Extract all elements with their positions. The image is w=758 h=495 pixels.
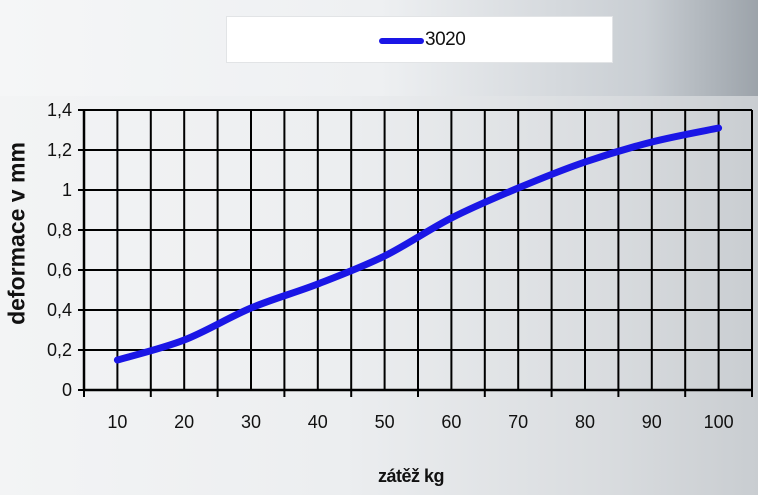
legend-label: 3020 <box>425 29 466 50</box>
x-axis-label: zátěž kg <box>377 466 445 486</box>
y-tick-label: 0,8 <box>47 220 72 240</box>
y-tick-label: 0,2 <box>47 340 72 360</box>
y-tick-label: 0 <box>62 380 72 400</box>
x-tick-label: 90 <box>642 412 662 432</box>
y-tick-label: 1,4 <box>47 100 72 120</box>
legend: 3020 <box>226 16 613 63</box>
series-line-3020 <box>113 124 723 364</box>
y-tick-label: 0,4 <box>47 300 72 320</box>
x-ticks: 10 20 30 40 50 60 70 80 90 100 <box>107 412 733 432</box>
x-tick-label: 30 <box>241 412 261 432</box>
x-tick-label: 50 <box>375 412 395 432</box>
legend-swatch <box>379 38 424 44</box>
x-tick-label: 100 <box>704 412 734 432</box>
y-tick-label: 1 <box>62 180 72 200</box>
x-tick-label: 60 <box>441 412 461 432</box>
x-tick-label: 20 <box>174 412 194 432</box>
x-tick-label: 40 <box>308 412 328 432</box>
y-tick-label: 0,6 <box>47 260 72 280</box>
series <box>113 124 723 364</box>
x-tick-label: 80 <box>575 412 595 432</box>
y-tick-label: 1,2 <box>47 140 72 160</box>
x-tick-label: 10 <box>107 412 127 432</box>
axes <box>82 110 752 392</box>
x-tick-label: 70 <box>508 412 528 432</box>
y-ticks: 0 0,2 0,4 0,6 0,8 1 1,2 1,4 <box>47 100 72 400</box>
grid <box>78 109 753 397</box>
